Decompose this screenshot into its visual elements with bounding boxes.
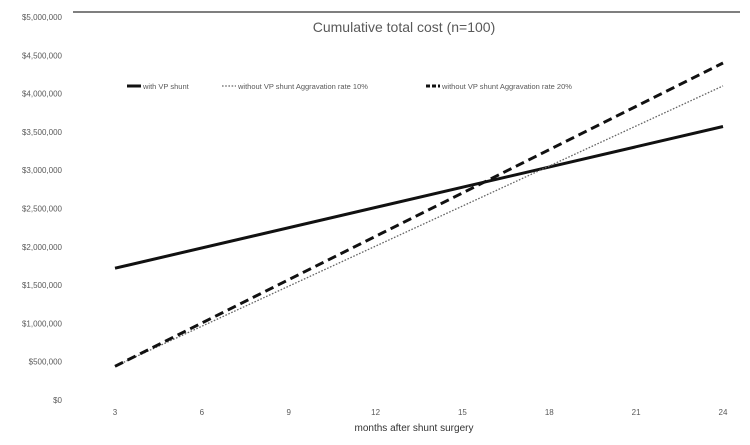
x-tick-label: 12 bbox=[371, 408, 380, 417]
y-tick-label: $5,000,000 bbox=[22, 13, 63, 22]
series-line-2 bbox=[114, 85, 724, 367]
legend: with VP shunt without VP shunt Aggravatio… bbox=[127, 82, 572, 91]
series-lines bbox=[114, 61, 724, 368]
x-tick-label: 18 bbox=[545, 408, 554, 417]
y-tick-label: $4,500,000 bbox=[22, 51, 63, 60]
x-tick-label: 24 bbox=[719, 408, 728, 417]
x-tick-label: 15 bbox=[458, 408, 467, 417]
legend-label-2: without VP shunt Aggravation rate 10% bbox=[237, 82, 368, 91]
legend-label-1: with VP shunt bbox=[142, 82, 190, 91]
y-tick-label: $2,000,000 bbox=[22, 243, 63, 252]
y-tick-label: $1,000,000 bbox=[22, 319, 63, 328]
y-axis-ticks: $0 $500,000 $1,000,000 $1,500,000 $2,000,000… bbox=[22, 13, 63, 405]
x-axis-ticks: 3 6 9 12 15 18 21 24 bbox=[113, 408, 728, 417]
chart-title: Cumulative total cost (n=100) bbox=[313, 19, 495, 35]
legend-label-3: without VP shunt Aggravation rate 20% bbox=[441, 82, 572, 91]
series-line-1 bbox=[114, 125, 724, 270]
x-tick-label: 3 bbox=[113, 408, 118, 417]
y-tick-label: $3,500,000 bbox=[22, 128, 63, 137]
y-tick-label: $500,000 bbox=[29, 358, 63, 367]
y-tick-label: $2,500,000 bbox=[22, 205, 63, 214]
y-tick-label: $1,500,000 bbox=[22, 281, 63, 290]
x-tick-label: 21 bbox=[632, 408, 641, 417]
series-line-3 bbox=[114, 61, 724, 368]
x-tick-label: 6 bbox=[200, 408, 205, 417]
x-axis-label: months after shunt surgery bbox=[355, 423, 474, 434]
y-tick-label: $3,000,000 bbox=[22, 166, 63, 175]
x-tick-label: 9 bbox=[286, 408, 291, 417]
y-tick-label: $4,000,000 bbox=[22, 90, 63, 99]
y-tick-label: $0 bbox=[53, 396, 62, 405]
